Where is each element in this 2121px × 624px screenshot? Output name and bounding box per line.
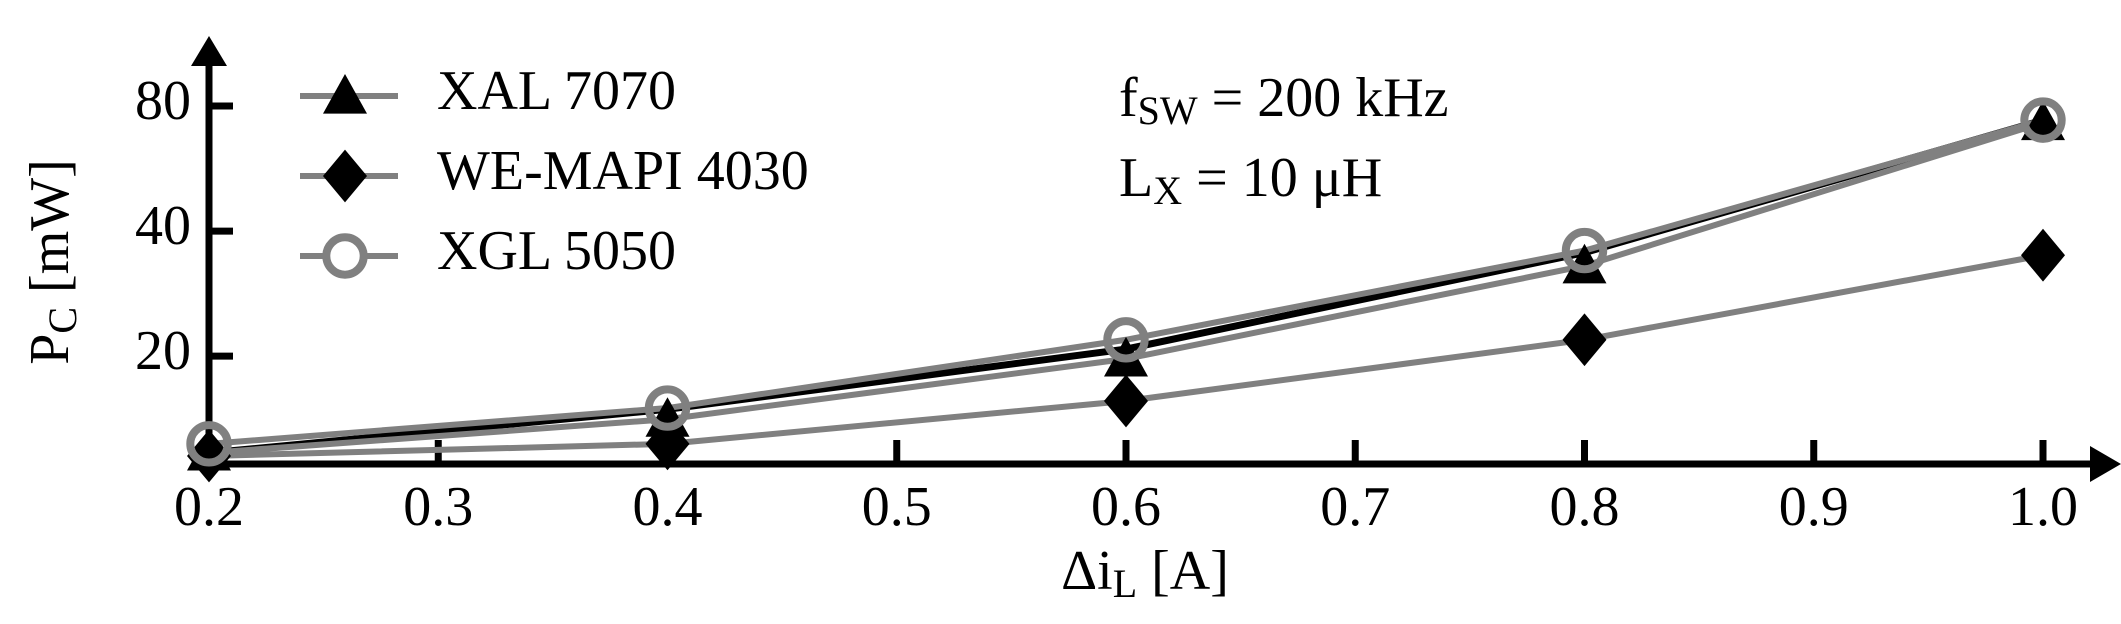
marker-diamond (187, 429, 231, 483)
annotation-sub: SW (1138, 88, 1198, 133)
y-tick-label: 20 (135, 320, 191, 382)
legend-diamond (323, 149, 367, 203)
marker-diamond (645, 417, 690, 471)
marker-diamond (1562, 313, 1607, 367)
x-tick-label: 0.8 (1550, 476, 1620, 538)
y-axis-label-sub: C (40, 307, 85, 334)
y-axis-arrow (191, 36, 227, 66)
x-axis-label-rest: [A] (1137, 540, 1229, 602)
x-tick-label: 0.3 (403, 476, 473, 538)
x-tick-label: 0.4 (633, 476, 703, 538)
marker-circle (644, 385, 691, 431)
x-axis-label: ΔiL [A] (1061, 540, 1229, 606)
marker-triangle (1562, 243, 1607, 284)
legend-label: WE-MAPI 4030 (437, 140, 809, 202)
x-axis-label-main: Δi (1061, 540, 1113, 602)
marker-circle (1561, 227, 1608, 274)
x-tick-label: 0.2 (174, 476, 244, 538)
legend-triangle (323, 74, 367, 114)
x-tick-label: 1.0 (2008, 476, 2078, 538)
marker-circle (2020, 97, 2066, 143)
marker-diamond (1104, 374, 1148, 428)
marker-circle (1103, 317, 1149, 363)
legend-circle (322, 233, 368, 279)
annotation-rest: = 200 kHz (1198, 67, 1449, 129)
legend-label: XGL 5050 (437, 220, 676, 282)
annotation: fSW = 200 kHz (1119, 67, 1449, 133)
annotation-main: f (1119, 67, 1138, 129)
marker-diamond (2021, 228, 2065, 282)
x-axis-label-sub: L (1113, 561, 1137, 606)
annotation-rest: = 10 μH (1182, 147, 1382, 209)
y-axis-label-main: P (19, 334, 81, 365)
annotation: LX = 10 μH (1119, 147, 1382, 213)
x-tick-label: 0.7 (1320, 476, 1390, 538)
annotation-main: L (1119, 147, 1153, 209)
y-axis-label-rest: [mW] (19, 159, 81, 307)
x-axis-arrow (2090, 446, 2121, 482)
y-axis-label: PC [mW] (19, 159, 85, 365)
y-tick-label: 80 (135, 70, 191, 132)
legend-label: XAL 7070 (437, 60, 676, 122)
x-tick-label: 0.9 (1779, 476, 1849, 538)
annotation-sub: X (1153, 168, 1182, 213)
x-tick-label: 0.6 (1091, 476, 1161, 538)
x-tick-label: 0.5 (862, 476, 932, 538)
y-tick-label: 40 (135, 195, 191, 257)
marker-circle (186, 421, 232, 467)
